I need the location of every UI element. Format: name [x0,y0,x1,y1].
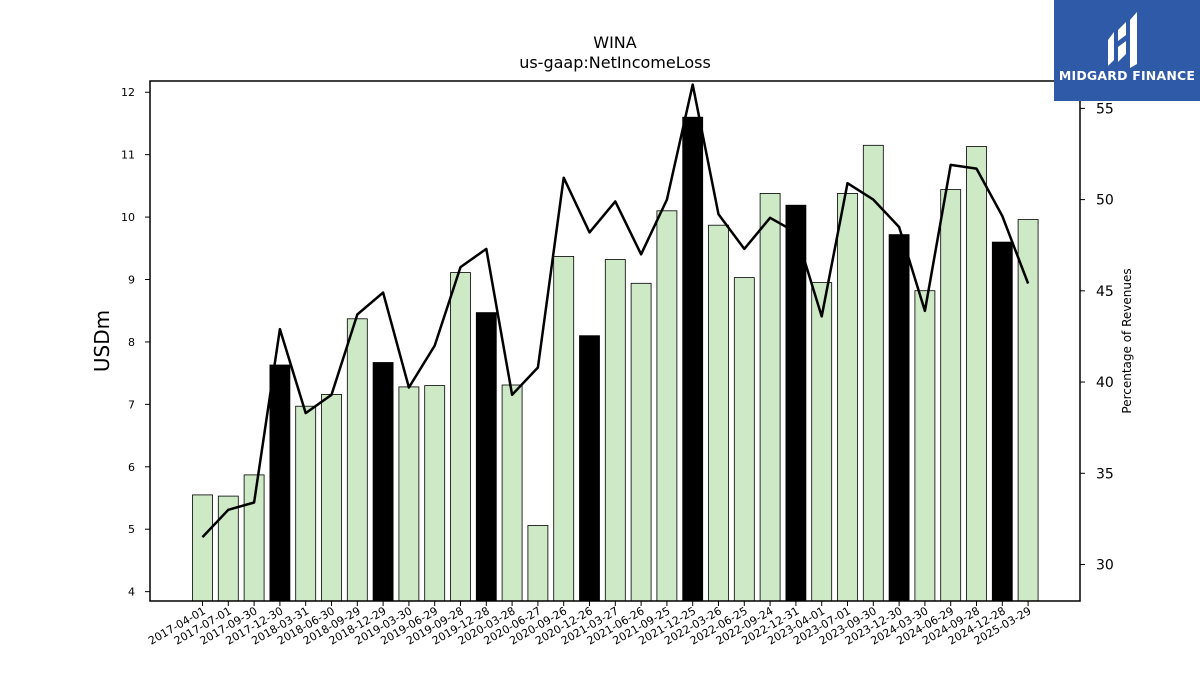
bar [501,384,523,602]
midgard-logo-icon [1108,12,1137,68]
bar [192,494,213,602]
bar [243,474,265,602]
bar [604,259,626,602]
bar [759,192,781,602]
bar [424,385,446,602]
y-tick-label: 4 [128,586,135,599]
chart-subtitle: us-gaap:NetIncomeLoss [519,53,711,72]
y-axis: 4 5 6 7 8 9 10 11 12 [121,86,150,599]
bar [450,272,471,602]
bar [346,318,368,602]
y-tick-label: 10 [121,211,135,224]
bar [1017,219,1039,602]
bar [837,192,858,602]
brand-logo: MIDGARD FINANCE [1054,0,1200,101]
chart-title: WINA [593,33,637,52]
y-tick-label: 11 [121,149,135,162]
y2-tick-label: 35 [1096,466,1114,482]
bar [708,224,729,602]
brand-name: MIDGARD FINANCE [1058,68,1196,83]
bar [914,290,936,602]
bar [398,386,420,602]
line-layer [201,83,1030,538]
y-tick-label: 9 [128,274,135,287]
y2-tick-label: 55 [1096,101,1114,117]
y-tick-label: 8 [128,336,135,349]
y2-tick-label: 30 [1096,558,1114,574]
bar [475,312,497,602]
bar [966,146,987,602]
x-axis: 2017-04-012017-07-012017-09-302017-12-30… [146,601,1034,648]
bar [785,204,807,602]
bar [940,189,962,602]
bar [656,210,678,602]
bar [321,393,342,602]
bar [682,116,704,602]
bar [630,282,652,602]
bar [888,234,910,602]
bar [862,144,884,602]
bar [372,362,394,602]
bar [579,335,600,602]
bar [295,405,317,602]
y2-tick-label: 50 [1096,193,1114,209]
bars-layer [192,116,1039,602]
y-tick-label: 12 [121,86,135,99]
y2-tick-label: 45 [1096,284,1114,300]
y-tick-label: 5 [128,523,135,536]
bar [811,282,833,602]
bar [991,241,1013,602]
y-tick-label: 7 [128,398,135,411]
bar [553,255,575,602]
y2-axis: 30 35 40 45 50 55 [1080,101,1114,574]
y-tick-label: 6 [128,461,135,474]
bar [527,525,549,602]
y2-axis-label: Percentage of Revenues [1120,268,1134,413]
bar [269,364,291,602]
bar [217,495,239,602]
y-axis-label: USDm [90,310,114,372]
bar [733,277,755,602]
y2-tick-label: 40 [1096,375,1114,391]
